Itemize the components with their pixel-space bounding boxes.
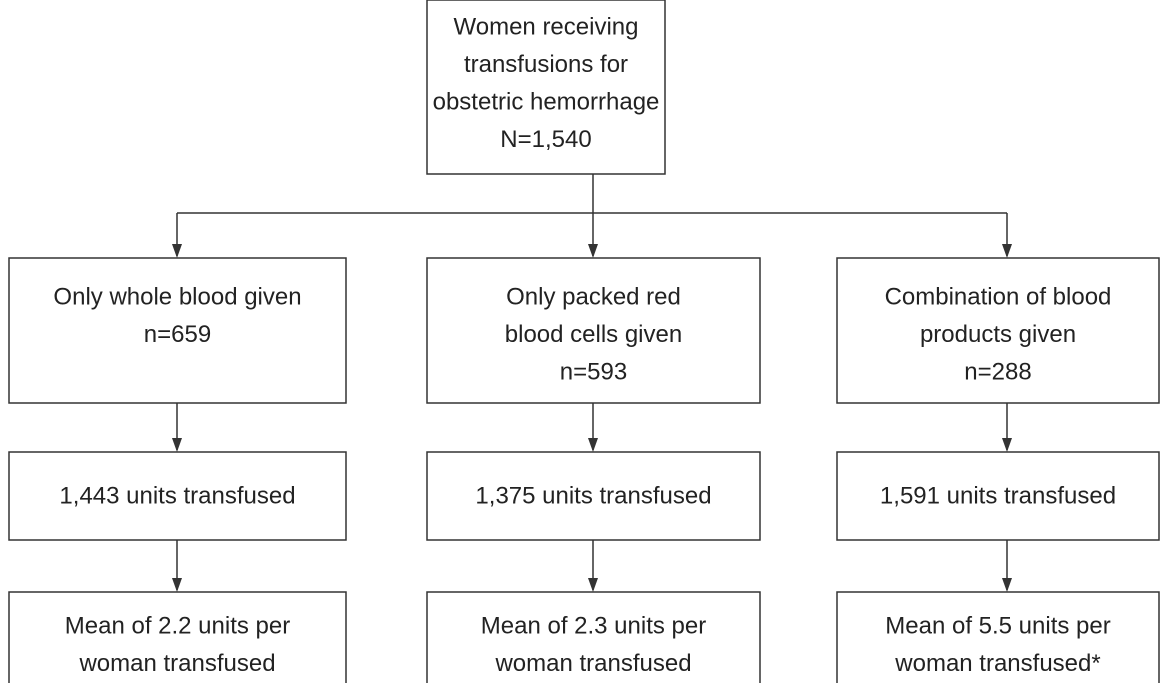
node-label: n=659 xyxy=(144,321,211,348)
node-box xyxy=(836,591,1160,683)
arrow-head xyxy=(172,578,182,592)
arrow-head xyxy=(172,244,182,258)
connectors xyxy=(177,174,1007,214)
node-label: Mean of 5.5 units per xyxy=(885,612,1110,639)
node-box xyxy=(426,0,666,175)
node-label: obstetric hemorrhage xyxy=(433,88,660,115)
node: 1,375 units transfused xyxy=(426,451,761,541)
node-label: 1,591 units transfused xyxy=(880,482,1116,509)
node: Only whole blood given n=659 xyxy=(8,257,347,404)
node: Only packed red blood cells given n=593 xyxy=(426,257,761,404)
node-label: Combination of blood xyxy=(885,283,1112,310)
node-label: n=288 xyxy=(964,358,1031,385)
node-box xyxy=(426,257,761,404)
arrow-head xyxy=(588,438,598,452)
node-label: Mean of 2.3 units per xyxy=(481,612,706,639)
node-label: transfusions for xyxy=(464,51,628,78)
arrow-head xyxy=(588,244,598,258)
node-label: n=593 xyxy=(560,358,627,385)
node: Women receiving transfusions for obstetric… xyxy=(426,0,666,175)
arrow-head xyxy=(588,578,598,592)
node-label: N=1,540 xyxy=(500,126,591,153)
arrow-head xyxy=(1002,244,1012,258)
node-label: woman transfused xyxy=(78,650,275,677)
node-label: woman transfused* xyxy=(894,650,1100,677)
arrow-head xyxy=(1002,438,1012,452)
node-label: Mean of 2.2 units per xyxy=(65,612,290,639)
node-box xyxy=(8,591,347,683)
node: Combination of blood products given n=288 xyxy=(836,257,1160,404)
node-label: woman transfused xyxy=(494,650,691,677)
node-box xyxy=(836,451,1160,541)
node-label: 1,443 units transfused xyxy=(59,482,295,509)
node: Mean of 5.5 units per woman transfused* xyxy=(836,591,1160,683)
arrow-head xyxy=(1002,578,1012,592)
node: 1,443 units transfused xyxy=(8,451,347,541)
node-box xyxy=(426,591,761,683)
node-label: Only packed red xyxy=(506,283,681,310)
arrow-head xyxy=(172,438,182,452)
node-box xyxy=(836,257,1160,404)
node: 1,591 units transfused xyxy=(836,451,1160,541)
node-box xyxy=(426,451,761,541)
node-box xyxy=(8,257,347,404)
node-label: blood cells given xyxy=(505,321,682,348)
node-box xyxy=(8,451,347,541)
node: Mean of 2.3 units per woman transfused xyxy=(426,591,761,683)
node-label: Only whole blood given xyxy=(53,283,301,310)
node: Mean of 2.2 units per woman transfused xyxy=(8,591,347,683)
node-label: Women receiving xyxy=(454,13,639,40)
node-label: products given xyxy=(920,321,1076,348)
node-label: 1,375 units transfused xyxy=(475,482,711,509)
